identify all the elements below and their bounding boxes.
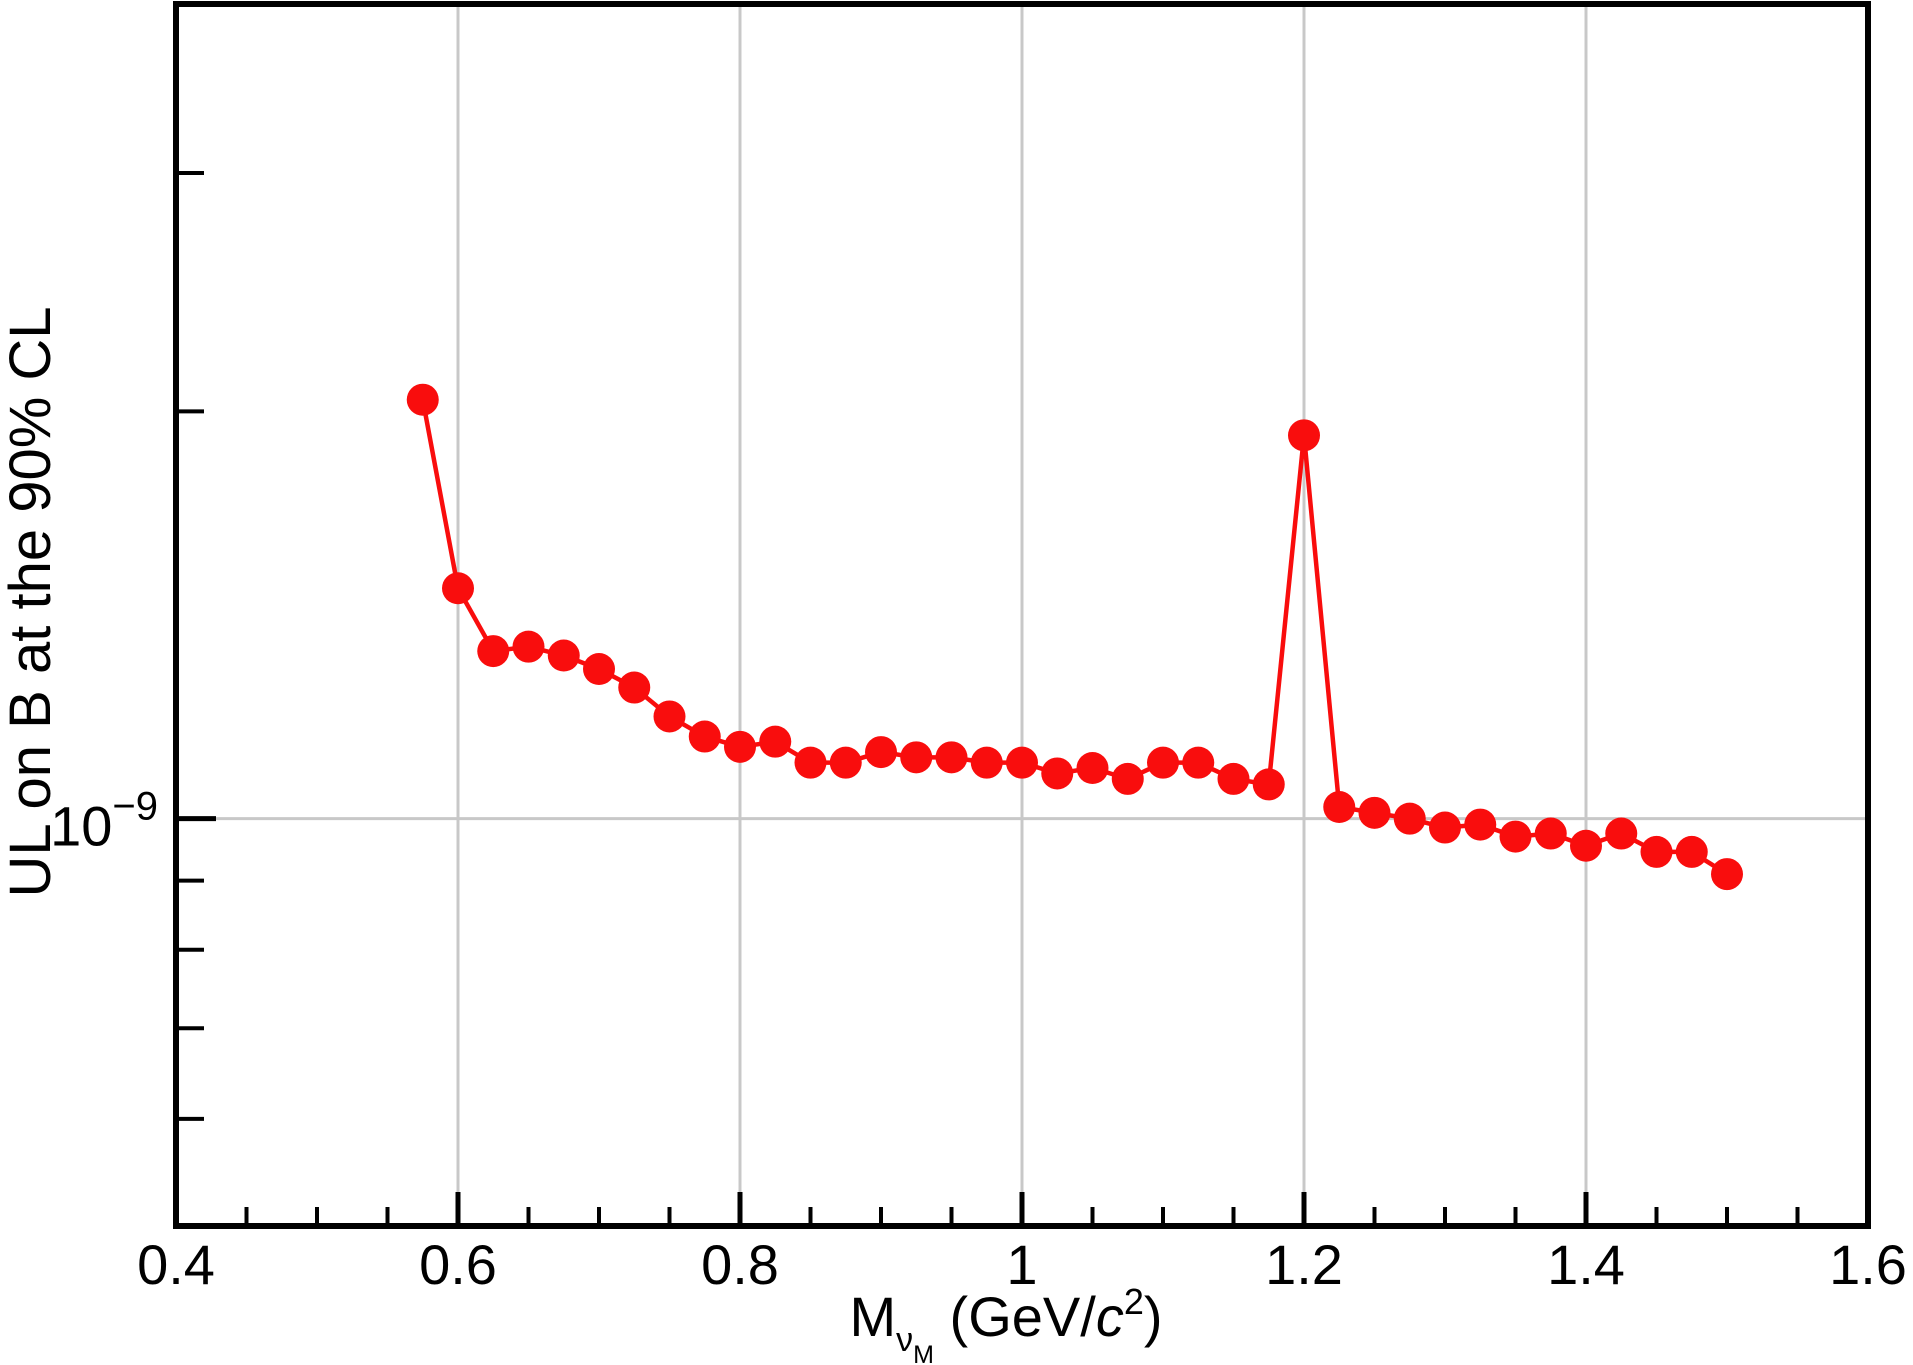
data-point [583, 653, 615, 686]
x-tick-label: 1.6 [1829, 1233, 1907, 1296]
data-point [1499, 820, 1532, 853]
data-point [1323, 791, 1356, 824]
data-point [1534, 817, 1567, 850]
data-point [1217, 762, 1250, 795]
data-point [653, 700, 686, 733]
data-point [935, 741, 968, 774]
data-point [618, 671, 651, 704]
x-tick-label: 0.6 [419, 1233, 497, 1296]
data-point [406, 383, 439, 416]
x-axis-title-subscript-m: M [913, 1341, 934, 1365]
data-series-line [420, 397, 1730, 877]
data-point [1358, 796, 1391, 829]
data-point [1111, 762, 1144, 795]
data-point [547, 639, 580, 672]
data-point [1076, 752, 1109, 785]
data-point [1393, 802, 1426, 835]
data-point [900, 741, 933, 774]
data-point [512, 630, 545, 663]
x-axis-title-base: M [849, 1285, 897, 1348]
data-point [829, 746, 862, 779]
data-point [1006, 746, 1038, 779]
data-point [794, 746, 827, 779]
data-point [1464, 808, 1497, 841]
data-point [1605, 817, 1638, 850]
x-axis-title: MνM (GeV/c2) [850, 1284, 1163, 1365]
data-point [724, 730, 756, 763]
x-axis-title-unit-exponent: 2 [1123, 1281, 1144, 1322]
data-point [865, 736, 897, 769]
data-point [477, 635, 510, 668]
x-tick-label: 1.4 [1547, 1233, 1625, 1296]
x-axis-title-unit-close: ) [1143, 1285, 1163, 1348]
x-tick-label: 0.8 [701, 1233, 779, 1296]
x-tick-label: 0.4 [137, 1233, 215, 1296]
data-point [1429, 811, 1461, 844]
data-point [442, 572, 474, 605]
data-point [970, 746, 1003, 779]
data-point [1041, 757, 1074, 790]
data-point [1675, 835, 1708, 868]
y-axis-title: UL on B at the 90% CL [0, 306, 63, 898]
data-point [1182, 746, 1215, 779]
data-point [1147, 746, 1179, 779]
data-point [1640, 835, 1673, 868]
x-axis-title-unit-open: (GeV/ [933, 1285, 1096, 1348]
x-tick-label: 1.2 [1265, 1233, 1343, 1296]
data-point [688, 720, 721, 753]
data-point [1252, 768, 1285, 801]
x-axis-title-subscript-nu: ν [896, 1321, 914, 1359]
x-tick-label: 1 [1006, 1233, 1037, 1296]
x-axis-title-unit-c: c [1095, 1285, 1124, 1348]
data-point [1288, 419, 1320, 452]
data-point [1570, 829, 1602, 862]
data-point [759, 725, 792, 758]
data-point [1711, 858, 1743, 891]
y-tick-label: 10−9 [50, 785, 158, 858]
